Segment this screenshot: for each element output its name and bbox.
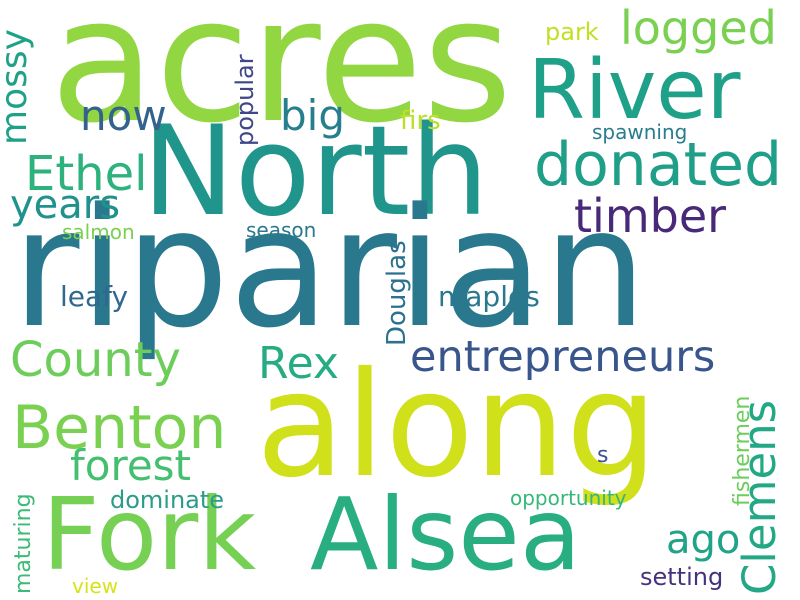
word-s: s	[597, 443, 609, 468]
word-years: years	[10, 182, 121, 228]
word-donated: donated	[534, 130, 783, 200]
word-dominate: dominate	[110, 486, 225, 514]
word-riparian: riparian	[12, 173, 648, 364]
word-timber: timber	[574, 189, 727, 243]
word-firs: firs	[400, 106, 441, 136]
word-along: along	[256, 341, 658, 510]
word-river: River	[528, 43, 741, 138]
word-maturing: maturing	[11, 493, 36, 594]
word-acres: acres	[50, 0, 513, 161]
word-north: North	[142, 100, 489, 244]
word-big: big	[280, 91, 345, 140]
word-salmon: salmon	[62, 220, 135, 244]
word-ethel: Ethel	[25, 146, 148, 202]
word-logged: logged	[620, 1, 777, 55]
word-benton: Benton	[12, 393, 227, 463]
word-fishermen: fishermen	[730, 395, 755, 506]
word-view: view	[72, 574, 119, 598]
word-douglas: Douglas	[382, 240, 412, 346]
word-leafy: leafy	[60, 280, 129, 313]
word-popular: popular	[231, 54, 259, 146]
word-season: season	[246, 218, 317, 242]
word-now: now	[80, 91, 167, 140]
word-fork: Fork	[42, 476, 257, 593]
word-setting: setting	[640, 563, 724, 591]
word-entrepreneurs: entrepreneurs	[410, 332, 716, 382]
word-maples: maples	[438, 280, 540, 313]
word-ago: ago	[666, 517, 741, 563]
word-mossy: mossy	[0, 29, 35, 145]
word-spawning: spawning	[592, 120, 688, 144]
word-forest: forest	[70, 441, 192, 490]
word-rex: Rex	[258, 338, 339, 389]
word-county: County	[10, 332, 181, 388]
word-park: park	[545, 18, 599, 46]
word-alsea: Alsea	[310, 476, 582, 593]
word-opportunity: opportunity	[510, 486, 627, 510]
